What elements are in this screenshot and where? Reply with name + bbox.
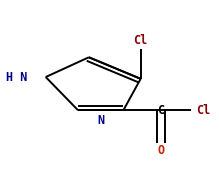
Text: H N: H N [6, 71, 27, 83]
Text: C: C [157, 104, 165, 117]
Text: O: O [157, 144, 165, 157]
Text: Cl: Cl [196, 104, 210, 117]
Text: N: N [97, 114, 104, 127]
Text: Cl: Cl [134, 34, 148, 47]
